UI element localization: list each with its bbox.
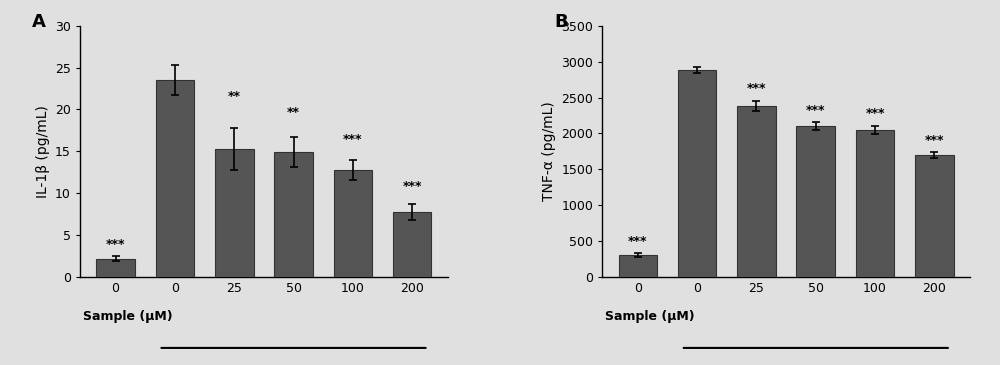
Bar xyxy=(96,259,135,277)
Text: ***: *** xyxy=(628,235,648,248)
Bar xyxy=(393,212,431,277)
Bar xyxy=(737,106,776,277)
Bar xyxy=(915,155,954,277)
Text: ***: *** xyxy=(925,134,944,147)
Bar xyxy=(156,80,194,277)
Text: ***: *** xyxy=(806,104,826,116)
Text: ***: *** xyxy=(865,107,885,120)
Bar xyxy=(619,255,657,277)
Text: **: ** xyxy=(228,90,241,103)
Bar xyxy=(215,149,254,277)
Y-axis label: IL-1β (pg/mL): IL-1β (pg/mL) xyxy=(36,105,50,198)
Text: B: B xyxy=(554,13,568,31)
Text: **: ** xyxy=(287,106,300,119)
Text: ***: *** xyxy=(747,82,766,95)
Bar xyxy=(678,70,716,277)
Text: ***: *** xyxy=(343,134,363,146)
Bar xyxy=(274,152,313,277)
Bar xyxy=(796,126,835,277)
Bar xyxy=(856,130,894,277)
Y-axis label: TNF-α (pg/mL): TNF-α (pg/mL) xyxy=(542,101,556,201)
Text: Sample (μM): Sample (μM) xyxy=(605,310,695,323)
Text: Sample (μM): Sample (μM) xyxy=(83,310,173,323)
Bar xyxy=(334,170,372,277)
Text: ***: *** xyxy=(106,238,125,251)
Text: A: A xyxy=(32,13,46,31)
Text: ***: *** xyxy=(402,180,422,193)
